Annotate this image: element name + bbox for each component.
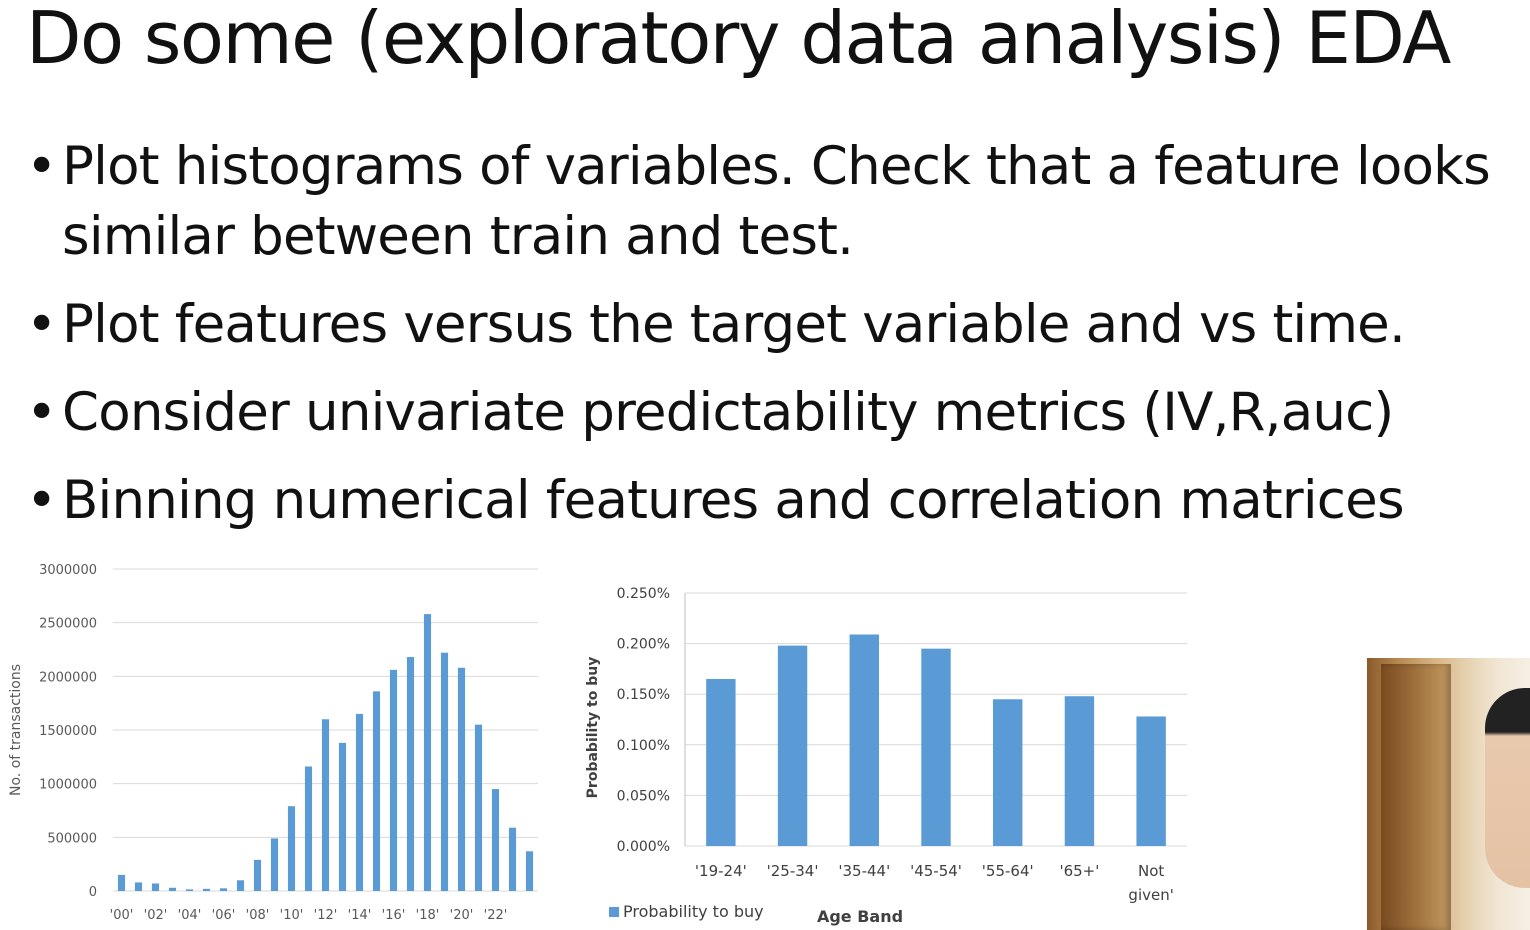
y-tick-label: 0.250% [617,586,670,602]
bar [253,859,262,891]
x-tick-label: '06' [212,908,236,923]
bar [389,669,398,891]
y-axis-label: No. of transactions [8,664,24,796]
bar [321,719,330,891]
bar [406,657,415,891]
y-tick-label: 500000 [47,831,97,846]
bar [270,838,279,891]
x-tick-label: Not given' [1128,862,1173,904]
bar [993,699,1023,846]
y-tick-label: 0.200% [617,637,670,653]
x-tick-label: '65+' [1059,862,1099,880]
x-tick-label: '25-34' [767,862,819,880]
transactions-histogram-chart: 0 500000 1000000 1500000 2000000 2500000 30000… [8,563,538,923]
bar [117,874,126,891]
y-tick-label: 0.050% [617,788,670,804]
bullet-dot: • [26,382,57,443]
bullet-text: Plot features versus the target variable… [62,294,1406,355]
x-tick-label: '45-54' [910,862,962,880]
legend-swatch [609,907,619,917]
x-tick-label: '18' [416,908,440,923]
bar [151,883,160,891]
y-tick-label: 0.150% [617,687,670,703]
bullet-dot: • [26,294,57,355]
bullet-text: Plot histograms of variables. Check that… [62,136,1491,197]
bullet-dot: • [26,136,57,197]
x-tick-label: '14' [348,908,372,923]
bar [338,742,347,891]
bar [777,645,808,846]
bar [457,667,466,891]
bar [1136,716,1166,846]
bar [134,882,143,891]
bullet-text-continued: similar between train and test. [62,206,854,267]
bar [202,888,211,891]
probability-by-age-chart: 0.000% 0.050% 0.100% 0.150% 0.200% 0.250% '19-… [585,586,1187,926]
y-tick-label: 0.100% [617,738,670,754]
y-tick-label: 1000000 [39,778,97,793]
bullet-item: • Consider univariate predictability met… [26,378,1526,448]
x-tick-label: '35-44' [838,862,890,880]
x-tick-label: '20' [450,908,474,923]
x-tick-label: '22' [484,908,508,923]
x-tick-label: '55-64' [982,862,1034,880]
bullet-item: • Plot features versus the target variab… [26,290,1526,360]
webcam-person [1485,688,1530,888]
bar [168,887,177,891]
bullet-text: Consider univariate predictability metri… [62,382,1394,443]
bar [491,789,500,891]
y-tick-label: 0 [89,885,97,900]
y-tick-label: 1500000 [39,724,97,739]
bar [219,888,228,891]
x-tick-label: '10' [280,908,304,923]
bar [372,691,381,891]
x-tick-label: '04' [178,908,202,923]
bullet-text: Binning numerical features and correlati… [62,470,1405,531]
y-axis-label: Probability to buy [585,657,601,799]
bar [474,724,483,891]
x-tick-label: '12' [314,908,338,923]
x-tick-label: '16' [382,908,406,923]
bar [185,889,194,891]
x-tick-label: '08' [246,908,270,923]
bullet-item: • Plot histograms of variables. Check th… [26,132,1526,272]
webcam-background-door [1381,664,1451,930]
bullet-list: • Plot histograms of variables. Check th… [26,132,1526,554]
x-tick-label: '19-24' [695,862,747,880]
y-tick-label: 3000000 [39,563,97,578]
y-tick-label: 0.000% [617,839,670,855]
bar [508,827,517,891]
bar [236,880,245,891]
bar [304,766,313,891]
legend-label: Probability to buy [623,902,764,921]
bar [355,713,364,891]
bar [706,679,736,846]
x-axis-label: Age Band [817,907,903,926]
y-tick-label: 2000000 [39,670,97,685]
bar [423,614,432,891]
bar [440,652,449,891]
y-tick-label: 2500000 [39,617,97,632]
bullet-item: • Binning numerical features and correla… [26,466,1526,536]
bar [1064,696,1095,846]
bar [287,806,296,891]
webcam-video-thumbnail [1367,658,1530,930]
slide-title: Do some (exploratory data analysis) EDA [26,0,1451,80]
bar [525,851,534,891]
bullet-dot: • [26,470,57,531]
x-tick-label: '02' [144,908,168,923]
bar [921,648,951,846]
bar [849,634,879,846]
x-tick-label: '00' [110,908,134,923]
